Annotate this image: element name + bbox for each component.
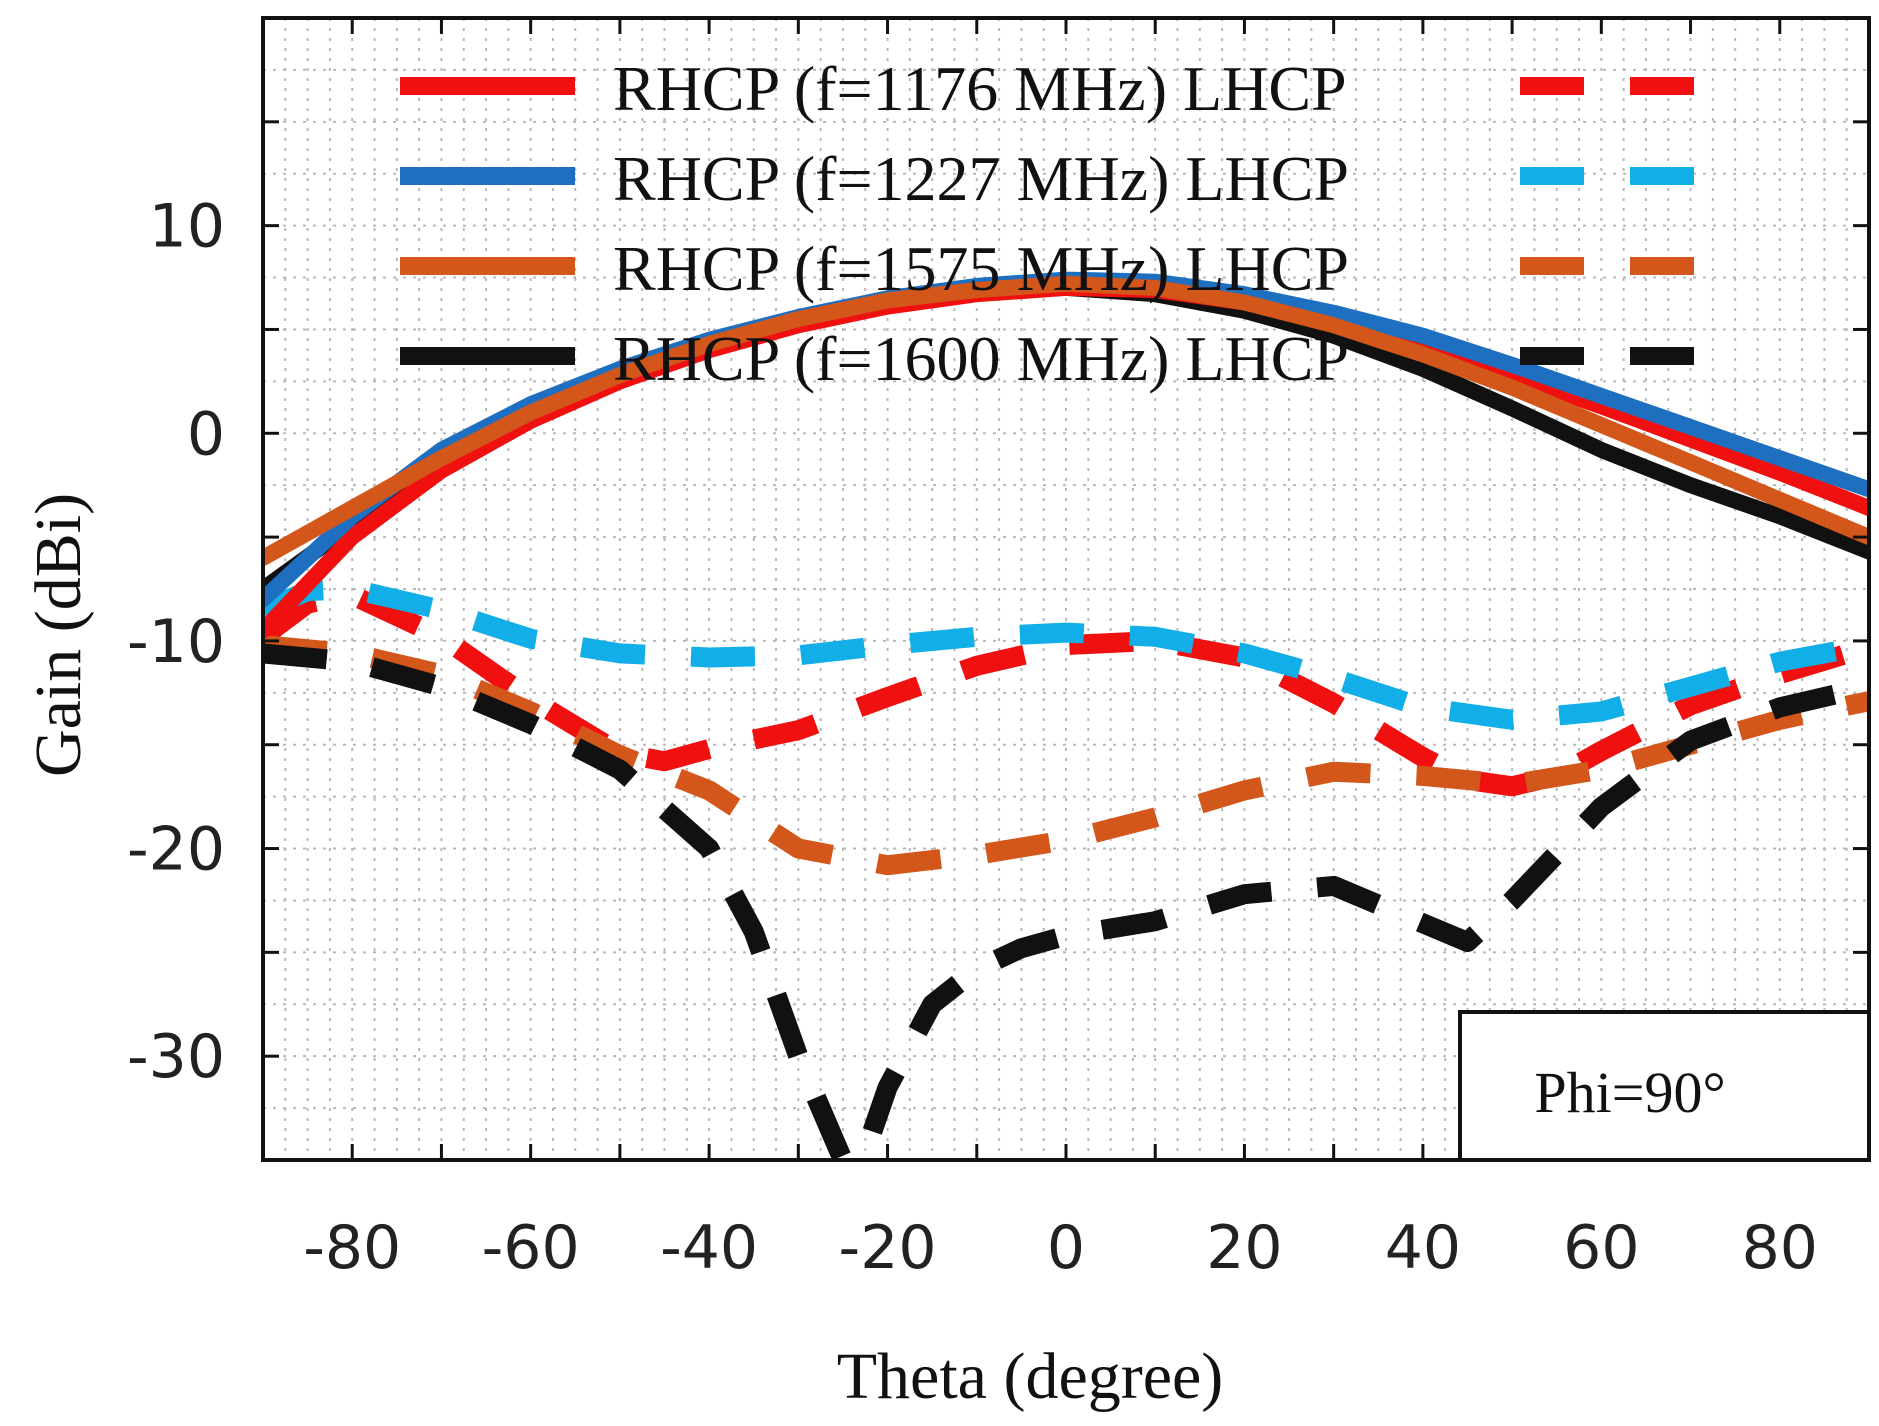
x-tick-label: 0 [1047, 1213, 1085, 1283]
annotation-text: Phi=90° [1534, 1060, 1725, 1125]
y-tick-label: -30 [127, 1022, 225, 1092]
x-tick-label: -80 [303, 1213, 401, 1283]
x-tick-label: 40 [1385, 1213, 1461, 1283]
legend-label: RHCP (f=1227 MHz) LHCP [613, 143, 1349, 214]
legend-label: RHCP (f=1575 MHz) LHCP [613, 233, 1349, 304]
series-layer [263, 271, 1869, 1160]
y-tick-label: -10 [127, 607, 225, 677]
y-tick-label: 10 [149, 192, 225, 262]
series-line-lhcp-1227 [263, 579, 1869, 730]
x-axis-title: Theta (degree) [837, 1340, 1224, 1413]
y-axis-title: Gain (dBi) [22, 493, 95, 777]
x-tick-label: 60 [1563, 1213, 1639, 1283]
x-tick-label: -60 [482, 1213, 580, 1283]
series-line-rhcp-1575 [263, 275, 1869, 566]
y-tick-label: 0 [187, 399, 225, 469]
series-line-lhcp-1176 [263, 585, 1869, 797]
x-tick-label: -20 [839, 1213, 937, 1283]
y-tick-label: -20 [127, 815, 225, 885]
legend-label: RHCP (f=1176 MHz) LHCP [613, 53, 1347, 124]
series-line-lhcp-1575 [263, 635, 1869, 876]
x-tick-label: 80 [1742, 1213, 1818, 1283]
x-tick-label: -40 [660, 1213, 758, 1283]
tick-labels: -80 -60 -40 -20 0 20 40 60 80 -30 -20 -10 0 10 [127, 192, 1818, 1283]
x-tick-label: 20 [1206, 1213, 1282, 1283]
annotation-frame [1458, 1010, 1871, 1162]
legend-label: RHCP (f=1600 MHz) LHCP [613, 323, 1349, 394]
legend: RHCP (f=1176 MHz) LHCP RHCP (f=1227 MHz) … [400, 53, 1700, 394]
grid-lines [263, 18, 1869, 1160]
annotation-box: Phi=90° [1458, 1010, 1871, 1162]
series-line-lhcp-1600 [263, 643, 1869, 1160]
